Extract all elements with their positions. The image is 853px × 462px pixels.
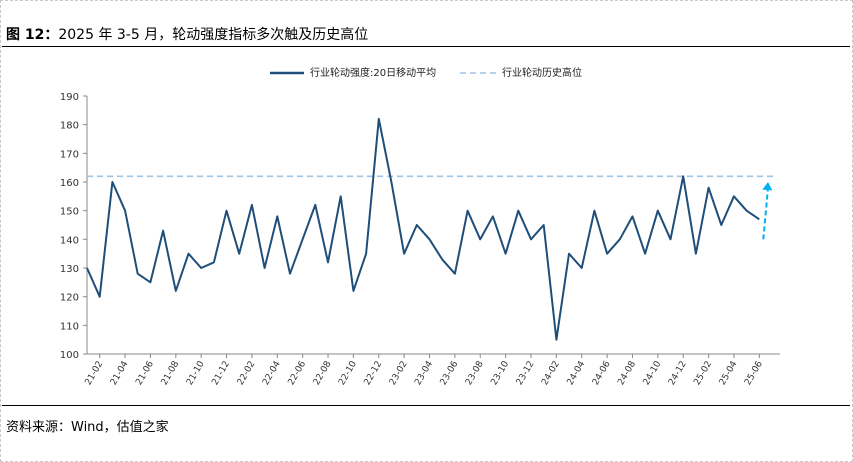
y-tick-label: 170 — [60, 149, 79, 160]
y-tick-label: 130 — [60, 264, 79, 275]
source-note: 资料来源：Wind，估值之家 — [6, 420, 169, 435]
y-tick-label: 190 — [60, 92, 79, 103]
title-rule — [2, 46, 850, 47]
trend-arrow — [762, 182, 773, 240]
y-axis: 100 110 120 130 140 150 160 170 180 190 — [60, 92, 88, 361]
legend-label-rotation-intensity: 行业轮动强度:20日移动平均 — [310, 66, 436, 79]
figure-label: 图 12： — [6, 27, 59, 43]
x-tick-label: 21-06 — [134, 359, 156, 387]
x-tick-label: 24-12 — [667, 360, 689, 388]
x-tick-label: 24-08 — [616, 359, 638, 387]
legend: 行业轮动强度:20日移动平均 行业轮动历史高位 — [270, 66, 582, 79]
y-tick-label: 120 — [60, 293, 79, 304]
x-tick-label: 24-06 — [591, 359, 613, 387]
x-tick-label: 23-02 — [388, 360, 410, 388]
x-tick-label: 22-12 — [363, 360, 385, 388]
trend-arrow-shaft — [762, 187, 769, 240]
x-tick-label: 23-10 — [489, 359, 511, 387]
y-tick-label: 100 — [60, 350, 79, 361]
x-tick-label: 23-04 — [413, 359, 435, 387]
x-tick-label: 23-12 — [515, 360, 537, 388]
x-tick-label: 24-04 — [566, 359, 588, 387]
legend-label-historic-high: 行业轮动历史高位 — [502, 66, 582, 79]
x-tick-label: 21-10 — [185, 359, 207, 387]
x-tick-label: 21-04 — [109, 359, 131, 387]
line-chart: 行业轮动强度:20日移动平均 行业轮动历史高位 1001101201301401… — [60, 66, 780, 388]
x-tick-label: 21-08 — [160, 359, 182, 387]
source-rule — [2, 405, 850, 406]
figure-title-text: 2025 年 3-5 月，轮动强度指标多次触及历史高位 — [58, 27, 369, 43]
rotation-intensity-line — [86, 117, 760, 341]
y-tick-label: 180 — [60, 121, 79, 132]
y-tick-label: 140 — [60, 235, 79, 246]
x-tick-label: 22-02 — [236, 360, 258, 388]
x-tick-label: 22-10 — [337, 359, 359, 387]
x-tick-label: 22-06 — [287, 359, 309, 387]
x-tick-label: 25-06 — [743, 359, 765, 387]
x-tick-label: 22-08 — [312, 359, 334, 387]
y-tick-label: 110 — [60, 321, 79, 332]
y-tick-label: 160 — [60, 178, 79, 189]
x-tick-label: 24-10 — [642, 359, 664, 387]
figure-title: 图 12：2025 年 3-5 月，轮动强度指标多次触及历史高位 — [6, 24, 368, 44]
x-tick-label: 23-06 — [439, 359, 461, 387]
x-tick-label: 24-02 — [540, 360, 562, 388]
x-tick-label: 25-04 — [718, 359, 740, 387]
y-tick-label: 150 — [60, 207, 79, 218]
x-tick-label: 25-02 — [692, 360, 714, 388]
x-tick-label: 21-12 — [210, 360, 232, 388]
x-axis: 21-02 21-04 21-06 21-08 21-10 21-12 22-02 22-04… — [84, 353, 780, 388]
x-tick-label: 23-08 — [464, 359, 486, 387]
trend-arrow-head — [762, 182, 773, 191]
plot-area — [86, 117, 775, 341]
x-tick-label: 22-04 — [261, 359, 283, 387]
x-tick-label: 21-02 — [84, 360, 106, 388]
